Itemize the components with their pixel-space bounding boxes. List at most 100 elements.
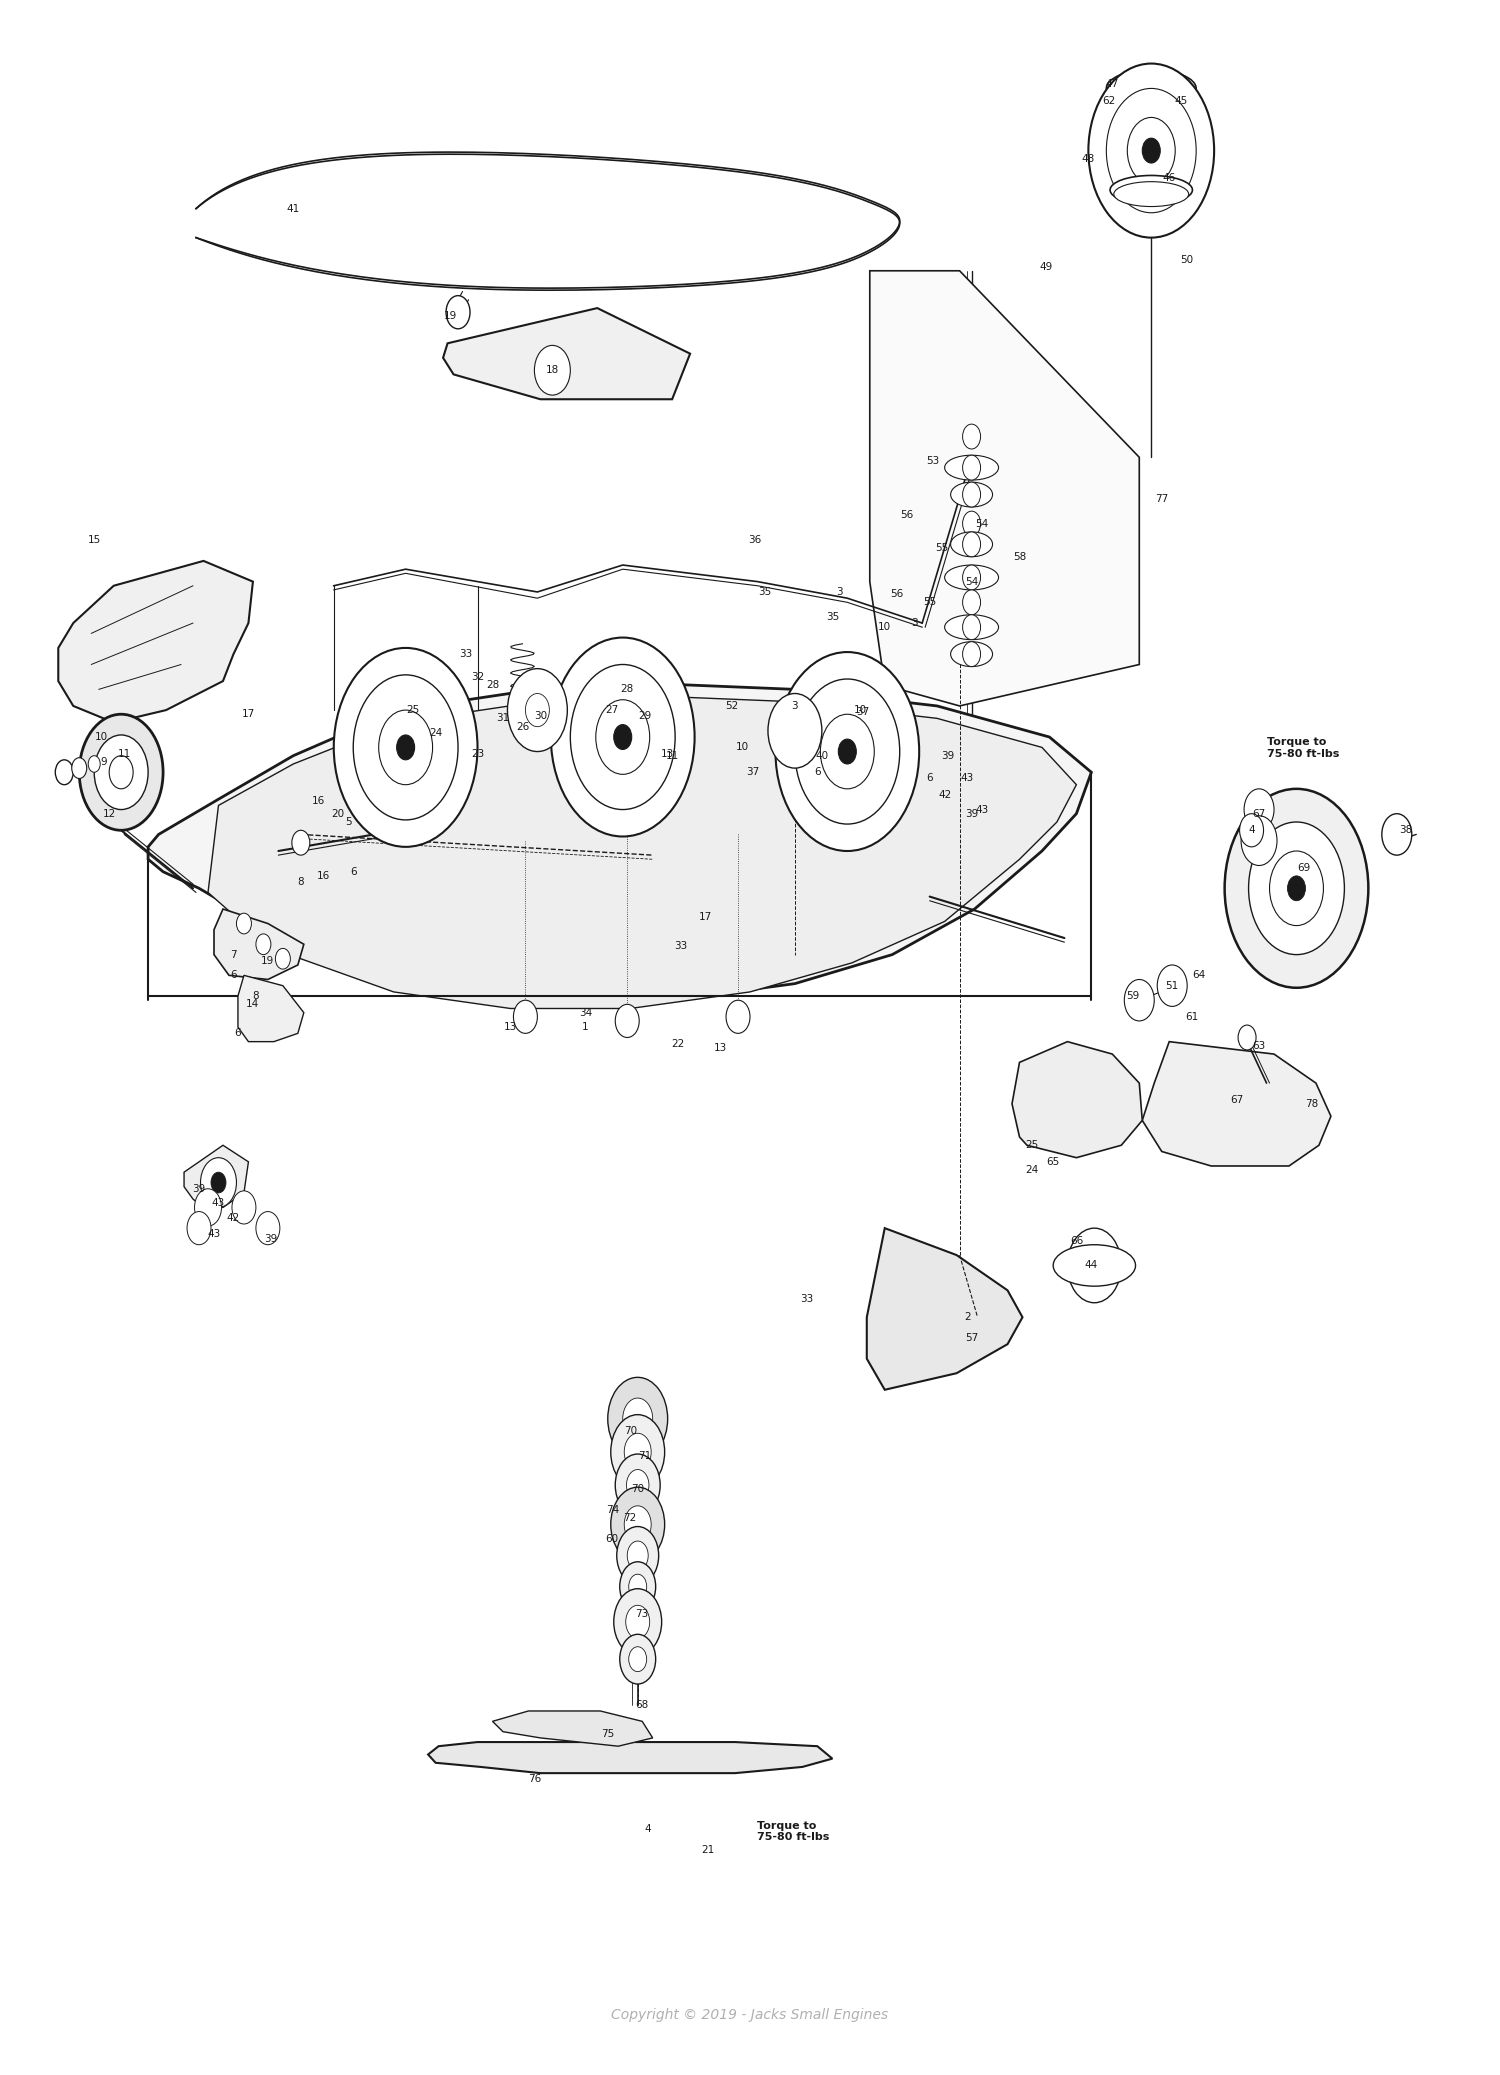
Text: 13: 13 bbox=[504, 1023, 518, 1031]
Text: 10: 10 bbox=[736, 743, 748, 753]
Text: 17: 17 bbox=[699, 913, 711, 921]
Text: 33: 33 bbox=[459, 649, 472, 660]
Circle shape bbox=[776, 652, 920, 851]
Polygon shape bbox=[238, 975, 304, 1042]
Text: 4: 4 bbox=[1248, 826, 1256, 836]
Circle shape bbox=[1248, 822, 1344, 954]
Text: 11: 11 bbox=[117, 749, 130, 759]
Text: 70: 70 bbox=[624, 1426, 638, 1436]
Text: 11: 11 bbox=[666, 751, 680, 762]
Circle shape bbox=[110, 755, 134, 788]
Circle shape bbox=[256, 1212, 280, 1245]
Text: 34: 34 bbox=[579, 1008, 592, 1017]
Text: 9: 9 bbox=[100, 757, 106, 768]
Circle shape bbox=[550, 637, 694, 836]
Polygon shape bbox=[442, 307, 690, 398]
Circle shape bbox=[821, 714, 874, 788]
Polygon shape bbox=[58, 560, 254, 722]
Circle shape bbox=[963, 481, 981, 506]
Text: Copyright © 2019 - Jacks Small Engines: Copyright © 2019 - Jacks Small Engines bbox=[612, 2009, 888, 2021]
Circle shape bbox=[608, 1378, 668, 1461]
Circle shape bbox=[1240, 815, 1276, 865]
Text: 37: 37 bbox=[855, 708, 868, 718]
Text: 42: 42 bbox=[226, 1212, 240, 1222]
Circle shape bbox=[1089, 64, 1214, 239]
Text: 15: 15 bbox=[87, 535, 100, 546]
Text: 46: 46 bbox=[1162, 172, 1176, 183]
Circle shape bbox=[188, 1212, 211, 1245]
Text: 12: 12 bbox=[102, 809, 116, 820]
Text: 33: 33 bbox=[801, 1293, 813, 1303]
Text: 27: 27 bbox=[606, 706, 619, 716]
Polygon shape bbox=[209, 693, 1077, 1008]
Polygon shape bbox=[1013, 1042, 1143, 1158]
Text: 39: 39 bbox=[964, 809, 978, 820]
Text: 43: 43 bbox=[975, 805, 988, 815]
Polygon shape bbox=[184, 1145, 249, 1208]
Text: 18: 18 bbox=[546, 365, 560, 376]
Circle shape bbox=[963, 454, 981, 479]
Circle shape bbox=[615, 1004, 639, 1038]
Text: 1: 1 bbox=[582, 1023, 588, 1031]
Text: 35: 35 bbox=[759, 587, 771, 598]
Circle shape bbox=[211, 1172, 226, 1193]
Circle shape bbox=[610, 1488, 664, 1562]
Text: 3: 3 bbox=[837, 587, 843, 598]
Text: 14: 14 bbox=[246, 1000, 259, 1008]
Text: 25: 25 bbox=[1024, 1141, 1038, 1150]
Text: 24: 24 bbox=[429, 728, 442, 739]
Circle shape bbox=[628, 1575, 646, 1600]
Text: 74: 74 bbox=[606, 1504, 619, 1515]
Polygon shape bbox=[939, 498, 1005, 544]
Text: 25: 25 bbox=[406, 706, 420, 716]
Polygon shape bbox=[867, 1228, 1023, 1390]
Text: 57: 57 bbox=[964, 1332, 978, 1343]
Circle shape bbox=[1224, 788, 1368, 988]
Text: 62: 62 bbox=[1102, 95, 1116, 106]
Text: 39: 39 bbox=[940, 751, 954, 762]
Circle shape bbox=[1239, 813, 1263, 847]
Text: 61: 61 bbox=[1185, 1013, 1198, 1021]
Circle shape bbox=[626, 1606, 650, 1639]
Ellipse shape bbox=[1053, 1245, 1136, 1286]
Circle shape bbox=[352, 674, 458, 820]
Polygon shape bbox=[939, 577, 1005, 622]
Text: 22: 22 bbox=[672, 1040, 686, 1048]
Circle shape bbox=[627, 1469, 650, 1500]
Circle shape bbox=[513, 1000, 537, 1033]
Circle shape bbox=[378, 710, 432, 784]
Text: 19: 19 bbox=[444, 311, 458, 322]
Circle shape bbox=[94, 735, 148, 809]
Circle shape bbox=[616, 1527, 658, 1585]
Text: 44: 44 bbox=[1084, 1260, 1098, 1270]
Text: 26: 26 bbox=[516, 722, 530, 732]
Text: 16: 16 bbox=[316, 872, 330, 882]
Text: 10: 10 bbox=[853, 706, 867, 716]
Text: 23: 23 bbox=[471, 749, 484, 759]
Text: 67: 67 bbox=[1230, 1096, 1244, 1104]
Text: 31: 31 bbox=[496, 714, 510, 724]
Text: 13: 13 bbox=[714, 1044, 726, 1052]
Text: 38: 38 bbox=[1400, 826, 1413, 836]
Text: 21: 21 bbox=[702, 1845, 714, 1855]
Circle shape bbox=[1156, 965, 1186, 1006]
Text: 78: 78 bbox=[1305, 1100, 1318, 1108]
Ellipse shape bbox=[1110, 176, 1192, 205]
Circle shape bbox=[596, 699, 650, 774]
Text: 28: 28 bbox=[621, 685, 634, 695]
Circle shape bbox=[396, 735, 414, 759]
Circle shape bbox=[195, 1189, 222, 1226]
Circle shape bbox=[726, 1000, 750, 1033]
Ellipse shape bbox=[1110, 79, 1192, 110]
Text: JACKS
SMALL ENGINES: JACKS SMALL ENGINES bbox=[462, 934, 738, 996]
Circle shape bbox=[525, 693, 549, 726]
Text: 53: 53 bbox=[926, 456, 939, 467]
Circle shape bbox=[795, 679, 900, 824]
Polygon shape bbox=[427, 1743, 832, 1774]
Text: 2: 2 bbox=[964, 1311, 970, 1322]
Circle shape bbox=[624, 1434, 651, 1471]
Circle shape bbox=[237, 913, 252, 934]
Circle shape bbox=[963, 614, 981, 639]
Text: 20: 20 bbox=[332, 809, 345, 820]
Text: 68: 68 bbox=[636, 1699, 650, 1710]
